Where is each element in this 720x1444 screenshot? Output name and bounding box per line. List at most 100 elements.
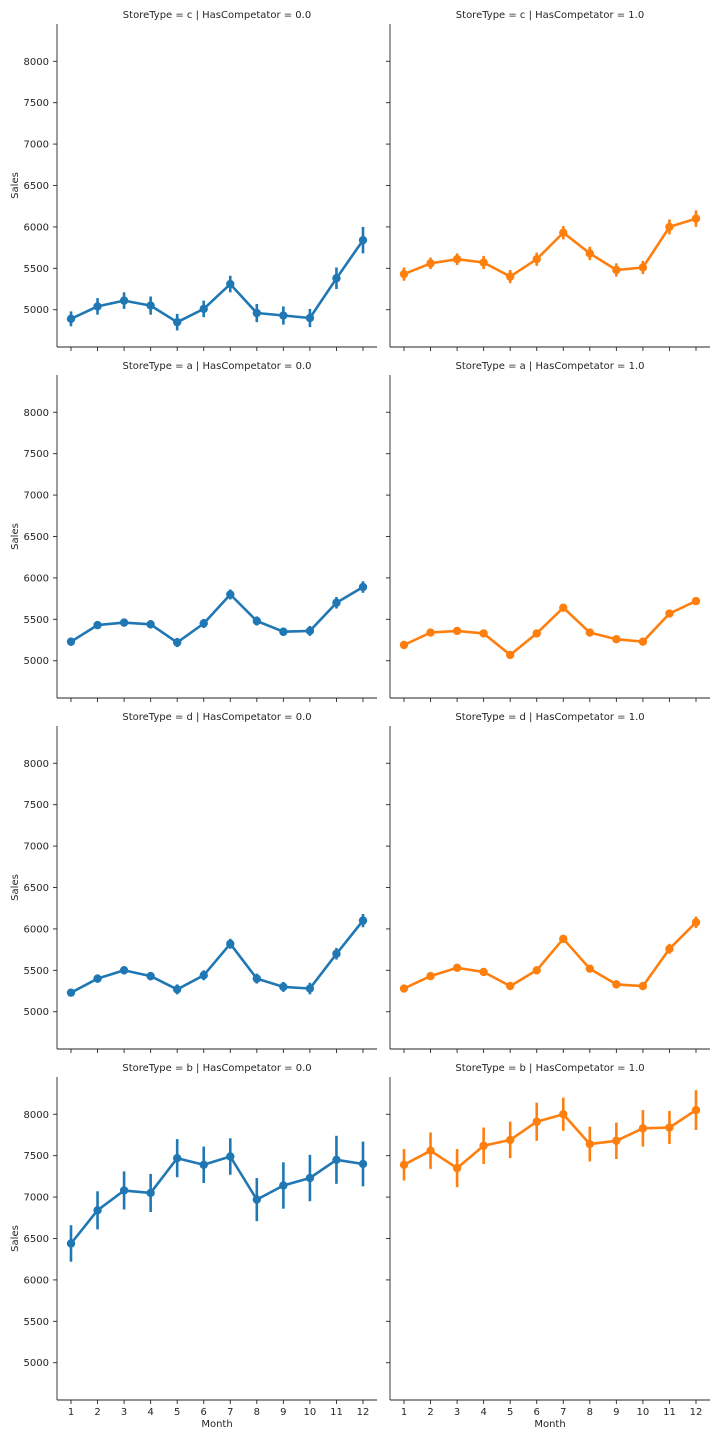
data-point xyxy=(479,967,488,977)
data-point xyxy=(66,637,76,646)
data-point xyxy=(172,1153,182,1163)
x-tick-label: 3 xyxy=(454,1407,460,1418)
data-point xyxy=(119,296,129,305)
data-point xyxy=(358,1159,368,1169)
data-point xyxy=(505,272,515,281)
y-axis-label: Sales xyxy=(10,874,21,901)
y-tick-label: 5500 xyxy=(24,264,49,275)
y-tick-label: 7500 xyxy=(24,1151,49,1162)
data-point xyxy=(559,934,568,944)
data-point xyxy=(691,214,701,223)
y-tick-label: 5000 xyxy=(24,1007,49,1018)
x-axis-label: Month xyxy=(534,1419,565,1430)
x-tick-label: 5 xyxy=(174,1407,180,1418)
data-point xyxy=(691,918,701,927)
y-tick-label: 6500 xyxy=(24,532,49,543)
data-point xyxy=(479,258,488,267)
data-point xyxy=(93,302,102,311)
data-point xyxy=(358,582,368,592)
data-point xyxy=(172,317,182,327)
y-tick-label: 5000 xyxy=(24,656,49,667)
x-tick-label: 3 xyxy=(121,1407,127,1418)
panel-title: StoreType = b | HasCompetator = 0.0 xyxy=(122,1063,311,1074)
data-point xyxy=(199,619,208,628)
y-tick-label: 6000 xyxy=(24,573,49,584)
panel-title: StoreType = a | HasCompetator = 0.0 xyxy=(122,361,311,372)
data-point xyxy=(279,311,288,320)
x-tick-label: 1 xyxy=(401,1407,407,1418)
data-point xyxy=(479,1141,488,1150)
x-tick-label: 9 xyxy=(613,1407,619,1418)
data-point xyxy=(252,974,262,983)
data-point xyxy=(638,1124,648,1133)
data-point xyxy=(532,1117,541,1126)
data-point xyxy=(426,1146,435,1155)
data-point xyxy=(612,980,621,989)
data-point xyxy=(252,616,262,626)
data-point xyxy=(585,1139,595,1149)
y-tick-label: 5500 xyxy=(24,615,49,626)
y-axis-label: Sales xyxy=(10,172,21,199)
y-tick-label: 6500 xyxy=(24,883,49,894)
data-point xyxy=(252,308,262,318)
data-point xyxy=(93,974,102,983)
data-point xyxy=(452,1163,462,1173)
data-point xyxy=(585,964,595,973)
data-point xyxy=(452,963,462,973)
data-point xyxy=(585,628,595,637)
x-tick-label: 4 xyxy=(147,1407,153,1418)
y-tick-label: 7500 xyxy=(24,800,49,811)
x-tick-label: 10 xyxy=(637,1407,650,1418)
data-point xyxy=(305,1173,315,1183)
data-point xyxy=(279,1181,288,1190)
data-point xyxy=(559,1110,568,1119)
y-tick-label: 6000 xyxy=(24,924,49,935)
y-tick-label: 8000 xyxy=(24,57,49,68)
data-point xyxy=(585,249,595,258)
data-point xyxy=(638,637,648,646)
data-point xyxy=(612,634,621,644)
data-point xyxy=(426,259,435,268)
data-point xyxy=(226,939,235,949)
y-tick-label: 8000 xyxy=(24,759,49,770)
data-point xyxy=(505,1135,515,1145)
data-point xyxy=(119,618,129,627)
x-tick-label: 7 xyxy=(560,1407,566,1418)
panel-title: StoreType = c | HasCompetator = 0.0 xyxy=(123,10,311,21)
data-point xyxy=(226,1152,235,1161)
data-point xyxy=(638,263,648,272)
data-point xyxy=(199,1160,208,1169)
y-tick-label: 7000 xyxy=(24,1193,49,1204)
data-point xyxy=(66,988,76,997)
data-point xyxy=(691,596,701,606)
data-point xyxy=(452,626,462,636)
data-point xyxy=(199,304,208,314)
panel-title: StoreType = c | HasCompetator = 1.0 xyxy=(456,10,644,21)
y-tick-label: 8000 xyxy=(24,1110,49,1121)
y-tick-label: 5500 xyxy=(24,1317,49,1328)
data-point xyxy=(426,971,435,981)
data-point xyxy=(146,1188,155,1198)
x-tick-label: 11 xyxy=(330,1407,343,1418)
data-point xyxy=(665,222,674,232)
data-point xyxy=(93,620,102,630)
x-tick-label: 5 xyxy=(507,1407,513,1418)
data-point xyxy=(66,1239,76,1248)
panel-title: StoreType = d | HasCompetator = 1.0 xyxy=(455,712,644,723)
series-line xyxy=(403,921,697,990)
data-point xyxy=(226,590,235,599)
x-tick-label: 9 xyxy=(280,1407,286,1418)
data-point xyxy=(279,982,288,992)
data-point xyxy=(665,1123,674,1132)
x-tick-label: 1 xyxy=(68,1407,74,1418)
series-line xyxy=(403,599,697,657)
data-point xyxy=(305,984,315,993)
panel-title: StoreType = b | HasCompetator = 1.0 xyxy=(455,1063,644,1074)
data-point xyxy=(199,971,208,980)
data-point xyxy=(399,1160,409,1169)
y-tick-label: 5000 xyxy=(24,1358,49,1369)
y-tick-label: 5500 xyxy=(24,966,49,977)
y-tick-label: 8000 xyxy=(24,408,49,419)
data-point xyxy=(93,1206,102,1215)
